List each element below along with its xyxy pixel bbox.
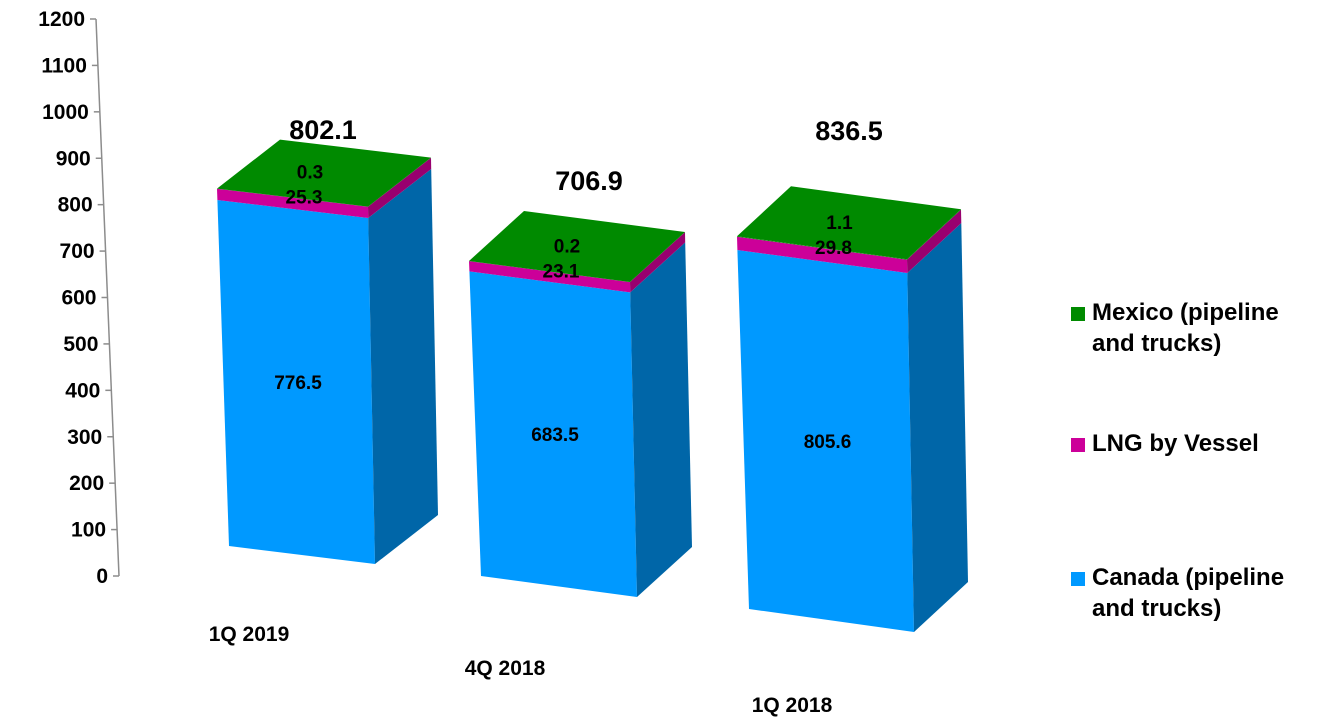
bar-segment-side	[907, 209, 962, 273]
bars	[217, 139, 968, 632]
data-label-mexico: 1.1	[826, 213, 853, 234]
bar-segment-side	[630, 232, 686, 293]
data-labels: 776.5 25.3 0.3 802.1 683.5 23.1 0.2 706.9 805.6 2…	[274, 115, 883, 453]
legend-swatch	[1071, 307, 1085, 321]
data-label-canada: 683.5	[531, 425, 579, 446]
legend-label: Mexico (pipeline	[1092, 299, 1279, 326]
legend-swatch	[1071, 572, 1085, 586]
total-label: 836.5	[815, 116, 883, 146]
bar-segment	[469, 271, 637, 597]
legend-label-line2: and trucks)	[1092, 595, 1221, 622]
bar-segment	[469, 261, 630, 283]
data-label-lng: 29.8	[815, 238, 852, 259]
bar-segment-side	[368, 169, 438, 564]
bar-top	[469, 211, 685, 282]
legend-label-line2: and trucks)	[1092, 330, 1221, 357]
total-label: 706.9	[555, 166, 623, 196]
y-tick-label: 900	[56, 147, 91, 170]
y-axis: 0 100 200 300 400 500 600 700 800 900 1000 1100 1200	[38, 8, 120, 588]
category-label: 4Q 2018	[465, 657, 546, 680]
y-tick-label: 300	[67, 426, 102, 449]
data-label-canada: 776.5	[274, 373, 322, 394]
y-tick-label: 100	[71, 519, 106, 542]
legend-label: Canada (pipeline	[1092, 564, 1284, 591]
y-tick-label: 1000	[42, 101, 89, 124]
category-label: 1Q 2018	[752, 694, 833, 717]
data-label-mexico: 0.3	[297, 163, 323, 184]
legend-label: LNG by Vessel	[1092, 430, 1259, 457]
bar-segment	[469, 261, 631, 293]
y-tick-label: 200	[69, 472, 104, 495]
y-tick-label: 1200	[38, 8, 85, 31]
bar-segment	[737, 250, 914, 632]
y-tick-label: 800	[58, 194, 93, 217]
category-labels: 1Q 2019 4Q 2018 1Q 2018	[209, 623, 833, 717]
legend: Mexico (pipeline and trucks) LNG by Vessel…	[1071, 299, 1284, 622]
bar-segment	[217, 200, 375, 564]
y-tick-label: 600	[61, 287, 96, 310]
y-tick-label: 500	[63, 333, 98, 356]
y-tick-label: 1100	[41, 54, 87, 77]
bar-segment-side	[907, 209, 961, 260]
bar-segment	[737, 236, 907, 260]
bar-segment	[737, 236, 908, 273]
bar-segment-side	[368, 157, 432, 218]
bar-segment-side	[630, 242, 692, 597]
bar-segment-side	[907, 223, 968, 632]
bar-segment-side	[368, 157, 431, 207]
data-label-canada: 805.6	[804, 432, 852, 453]
y-tick-label: 400	[65, 379, 100, 402]
total-label: 802.1	[289, 115, 357, 145]
y-tick-label: 700	[60, 240, 95, 263]
bar-top	[737, 186, 961, 260]
legend-swatch	[1071, 438, 1085, 452]
data-label-lng: 23.1	[543, 262, 580, 283]
data-label-mexico: 0.2	[554, 237, 580, 258]
data-label-lng: 25.3	[286, 188, 323, 209]
bar-segment	[217, 188, 369, 218]
bar-segment	[217, 188, 368, 207]
category-label: 1Q 2019	[209, 623, 290, 646]
bar-segment-side	[630, 232, 685, 283]
y-tick-label: 0	[96, 565, 108, 588]
bar-top	[217, 139, 431, 207]
